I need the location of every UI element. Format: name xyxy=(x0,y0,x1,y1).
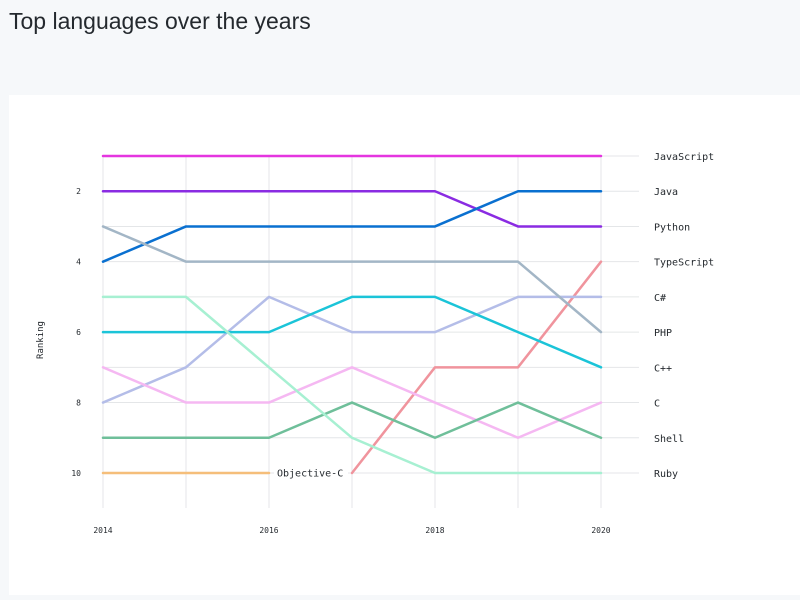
series-line-c xyxy=(101,366,603,440)
series-line-c- xyxy=(101,295,603,404)
legend-label: Java xyxy=(654,187,678,198)
legend-label: Ruby xyxy=(654,469,678,480)
legend-label: PHP xyxy=(654,328,672,339)
series-line-shell xyxy=(101,401,603,440)
series-line-c- xyxy=(101,295,603,369)
x-tick-label: 2020 xyxy=(591,526,610,535)
page-title: Top languages over the years xyxy=(9,8,311,34)
legend-label: C++ xyxy=(654,363,672,374)
legend-label: C xyxy=(654,399,660,410)
x-tick-label: 2018 xyxy=(425,526,444,535)
y-tick-label: 8 xyxy=(76,399,81,408)
chart-labels: Objective-C JavaScript Python Java TypeScrip… xyxy=(274,152,714,480)
y-tick-label: 10 xyxy=(71,469,81,478)
ranking-line-chart: 2 4 6 8 10 2014 2016 2018 2020 Ranking Objective-… xyxy=(36,152,714,535)
x-tick-label: 2016 xyxy=(259,526,278,535)
series-line-java xyxy=(101,189,603,263)
series-line-python xyxy=(101,189,603,228)
legend-label: Python xyxy=(654,222,690,233)
series-line-ruby xyxy=(101,295,603,475)
x-tick-label: 2014 xyxy=(93,526,112,535)
y-tick-label: 4 xyxy=(76,258,81,267)
chart-series xyxy=(101,154,603,475)
chart-card: 2 4 6 8 10 2014 2016 2018 2020 Ranking Objective-… xyxy=(9,95,800,595)
legend-label: TypeScript xyxy=(654,258,714,269)
series-inline-label: Objective-C xyxy=(277,469,343,480)
y-tick-label: 2 xyxy=(76,187,81,196)
legend-label: C# xyxy=(654,293,666,304)
y-axis-label: Ranking xyxy=(36,321,46,359)
legend-label: JavaScript xyxy=(654,152,714,163)
page-header: Top languages over the years xyxy=(0,0,800,95)
y-tick-label: 6 xyxy=(76,328,81,337)
chart-axes: 2 4 6 8 10 2014 2016 2018 2020 Ranking xyxy=(36,187,611,535)
legend-label: Shell xyxy=(654,434,684,445)
series-line-php xyxy=(101,225,603,334)
inline-label-bg xyxy=(274,466,348,479)
